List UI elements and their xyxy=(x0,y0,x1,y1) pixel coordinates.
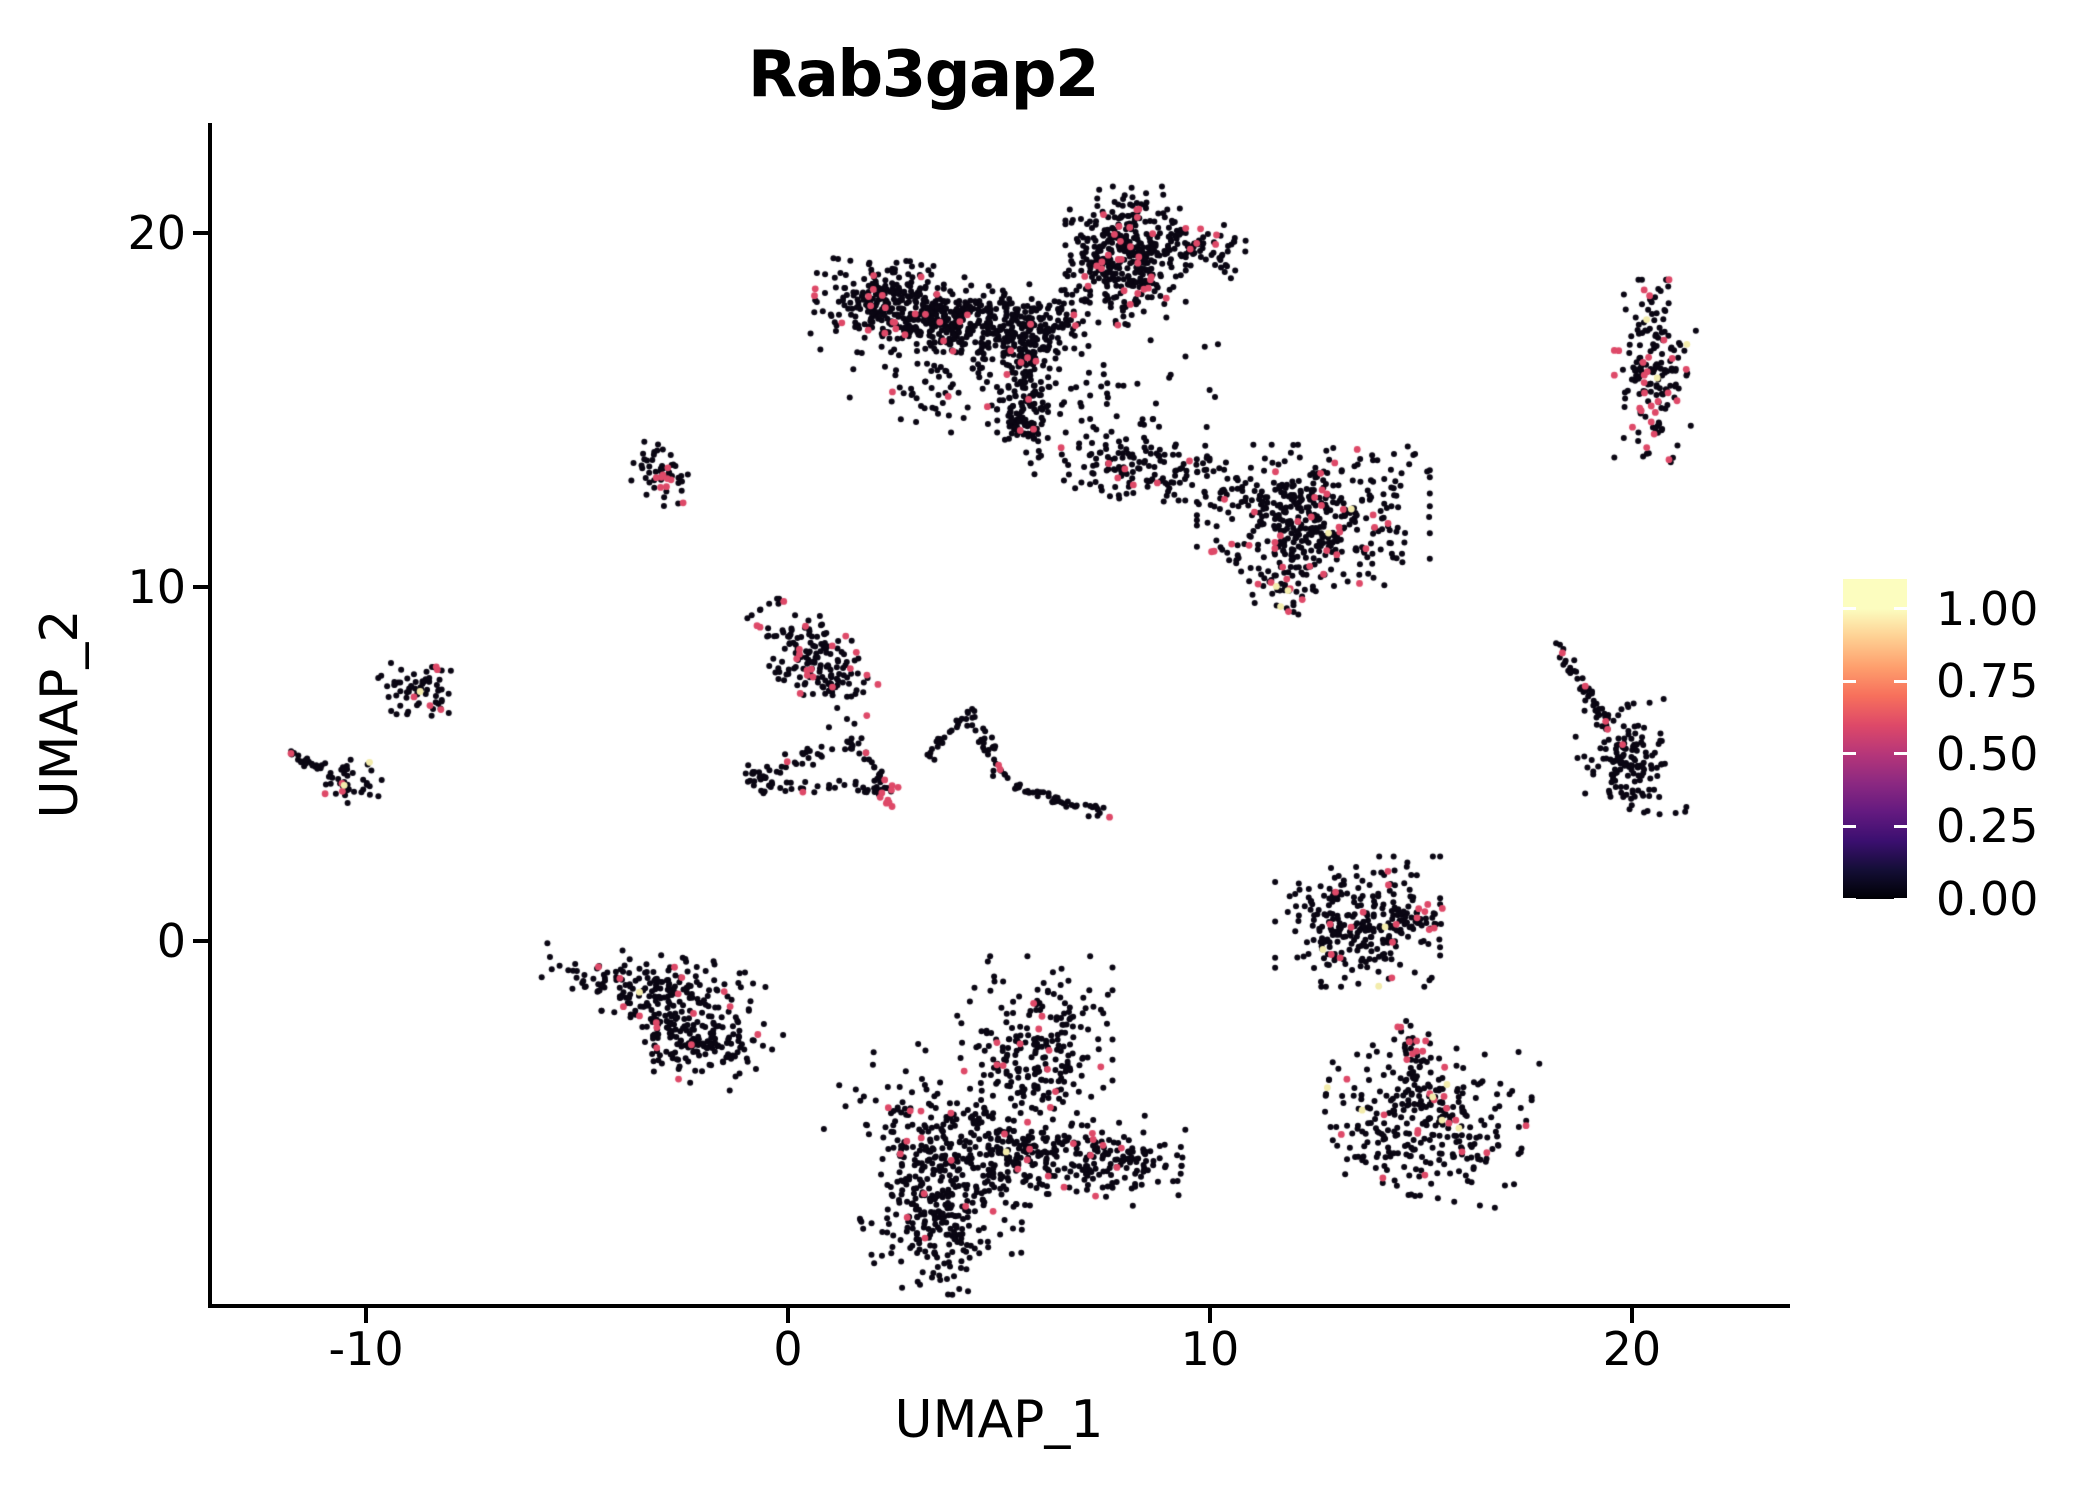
y-tick-mark xyxy=(193,584,208,589)
colorbar-label: 0.00 xyxy=(1936,872,2039,926)
y-axis-line xyxy=(208,123,212,1308)
colorbar-tick-mark xyxy=(1843,607,1856,611)
colorbar-tick-mark xyxy=(1843,752,1856,756)
colorbar-tick-mark xyxy=(1894,752,1907,756)
x-tick-label: 20 xyxy=(1602,1322,1662,1376)
colorbar-tick-mark xyxy=(1843,824,1856,828)
y-tick-mark xyxy=(193,939,208,944)
x-tick-mark xyxy=(1207,1308,1212,1323)
y-tick-label: 20 xyxy=(127,205,186,260)
y-tick-mark xyxy=(193,230,208,235)
colorbar-tick-mark xyxy=(1894,824,1907,828)
x-tick-mark xyxy=(1629,1308,1634,1323)
colorbar-tick-mark xyxy=(1894,897,1907,901)
x-tick-mark xyxy=(786,1308,791,1323)
colorbar-label: 0.50 xyxy=(1936,726,2039,781)
colorbar-tick-mark xyxy=(1894,679,1907,683)
plot-title: Rab3gap2 xyxy=(747,38,1100,112)
colorbar-tick-mark xyxy=(1894,607,1907,611)
y-tick-label: 0 xyxy=(156,914,186,969)
y-axis-label: UMAP_2 xyxy=(30,609,90,819)
x-tick-label: -10 xyxy=(328,1322,404,1376)
x-tick-mark xyxy=(364,1308,369,1323)
y-tick-label: 10 xyxy=(127,559,186,614)
colorbar-gradient xyxy=(1843,579,1907,899)
colorbar-label: 0.25 xyxy=(1936,799,2039,854)
colorbar-tick-mark xyxy=(1843,679,1856,683)
colorbar-label: 0.75 xyxy=(1936,654,2039,709)
x-axis-label: UMAP_1 xyxy=(894,1390,1104,1450)
colorbar-tick-mark xyxy=(1843,897,1856,901)
x-axis-line xyxy=(208,1304,1790,1308)
colorbar-label: 1.00 xyxy=(1936,581,2039,636)
x-tick-label: 10 xyxy=(1180,1322,1240,1376)
x-tick-label: 0 xyxy=(773,1322,803,1376)
